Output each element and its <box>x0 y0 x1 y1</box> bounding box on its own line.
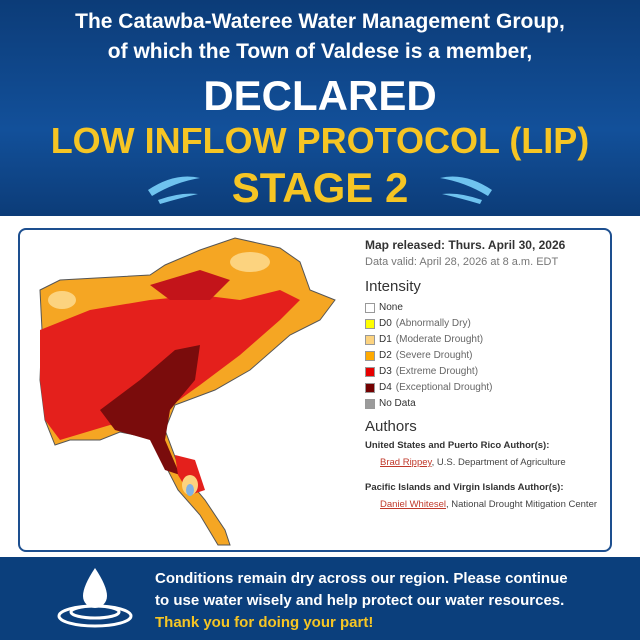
legend-swatch <box>365 398 375 409</box>
legend-swatch <box>365 350 375 361</box>
legend-item: D3 (Extreme Drought) <box>365 366 478 377</box>
author-name[interactable]: Daniel Whitesel <box>380 499 446 510</box>
legend-code: D1 <box>379 334 392 345</box>
stage: STAGE 2 <box>231 164 409 211</box>
legend-item: D2 (Severe Drought) <box>365 350 473 361</box>
splashes <box>148 176 492 204</box>
legend-item: D4 (Exceptional Drought) <box>365 382 493 393</box>
legend-swatch <box>365 382 375 393</box>
legend-code: D2 <box>379 350 392 361</box>
authors-title: Authors <box>365 418 417 435</box>
author-line: Brad Rippey, U.S. Department of Agricult… <box>380 457 566 468</box>
footer-thanks: Thank you for doing your part! <box>155 614 374 631</box>
water-icon <box>57 568 133 628</box>
author-heading: United States and Puerto Rico Author(s): <box>365 440 550 451</box>
map-released: Map released: Thurs. April 30, 2026 <box>365 238 566 252</box>
legend-swatch <box>365 334 375 345</box>
footer-line: to use water wisely and help protect our… <box>155 592 565 609</box>
header-line: The Catawba-Wateree Water Management Gro… <box>75 10 565 33</box>
map-frame <box>18 228 612 552</box>
legend-swatch <box>365 366 375 377</box>
legend-item: None <box>365 302 403 313</box>
legend-item: D1 (Moderate Drought) <box>365 334 483 345</box>
legend-description: (Exceptional Drought) <box>395 382 493 393</box>
legend-code: D3 <box>379 366 392 377</box>
author-affiliation: , U.S. Department of Agriculture <box>431 457 566 468</box>
legend-code: D0 <box>379 318 392 329</box>
legend-item: D0 (Abnormally Dry) <box>365 318 471 329</box>
legend-description: (Abnormally Dry) <box>395 318 471 329</box>
legend-code: None <box>379 302 403 313</box>
author-affiliation: , National Drought Mitigation Center <box>446 499 598 510</box>
intensity-title: Intensity <box>365 278 421 295</box>
legend-description: (Extreme Drought) <box>395 366 479 377</box>
data-valid: Data valid: April 28, 2026 at 8 a.m. EDT <box>365 256 559 268</box>
footer-line: Conditions remain dry across our region.… <box>155 570 568 587</box>
header-line: of which the Town of Valdese is a member… <box>107 40 533 63</box>
drought-map <box>39 237 336 546</box>
header-band <box>0 0 640 216</box>
legend-swatch <box>365 302 375 313</box>
legend-swatch <box>365 318 375 329</box>
legend-description: (Moderate Drought) <box>395 334 484 345</box>
legend-item: No Data <box>365 398 416 409</box>
author-line: Daniel Whitesel, National Drought Mitiga… <box>380 499 597 510</box>
author-name[interactable]: Brad Rippey <box>380 457 432 468</box>
protocol: LOW INFLOW PROTOCOL (LIP) <box>50 120 590 161</box>
legend-description: (Severe Drought) <box>395 350 473 361</box>
legend-code: D4 <box>379 382 392 393</box>
author-heading: Pacific Islands and Virgin Islands Autho… <box>365 482 564 493</box>
declared: DECLARED <box>203 72 437 119</box>
legend-code: No Data <box>379 398 416 409</box>
